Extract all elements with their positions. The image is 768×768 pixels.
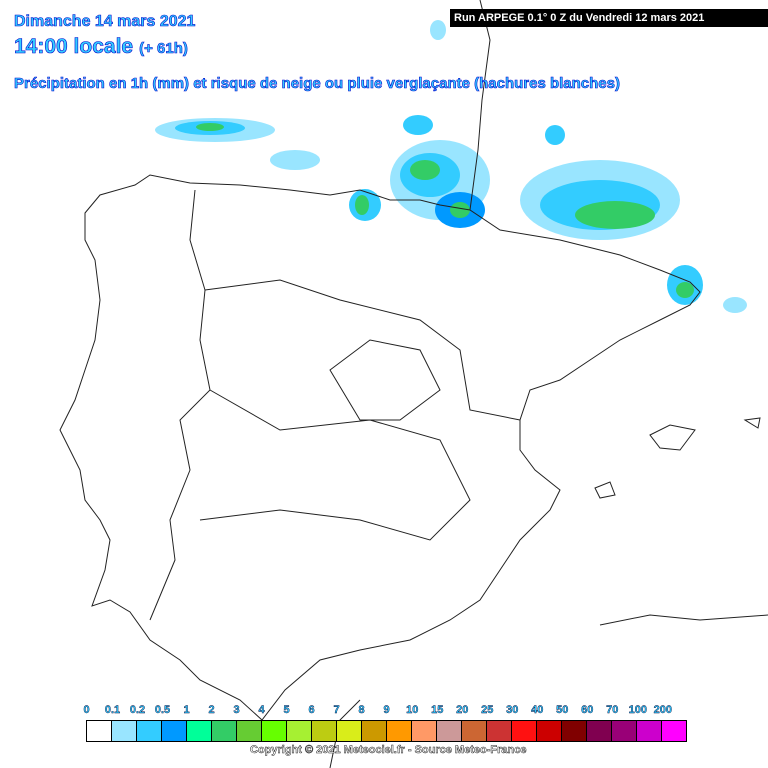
- legend-label: 7: [333, 704, 340, 716]
- legend-swatch: [362, 721, 387, 741]
- map-subtitle: Précipitation en 1h (mm) et risque de ne…: [14, 75, 621, 93]
- legend-label: 10: [406, 704, 419, 716]
- legend-label: 70: [606, 704, 619, 716]
- legend-label: 30: [506, 704, 519, 716]
- local-time: 14:00 locale: [14, 35, 134, 59]
- legend-label: 100: [628, 704, 648, 716]
- legend-label: 0: [83, 704, 90, 716]
- legend-label: 200: [653, 704, 673, 716]
- legend-label: 3: [233, 704, 240, 716]
- legend-label: 6: [308, 704, 315, 716]
- legend-label: 25: [481, 704, 494, 716]
- copyright: Copyright © 2021 Meteociel.fr - Source M…: [250, 744, 527, 757]
- legend-label: 2: [208, 704, 215, 716]
- legend-label: 8: [358, 704, 365, 716]
- legend-swatch: [187, 721, 212, 741]
- legend-swatch: [562, 721, 587, 741]
- legend-label: 1: [183, 704, 190, 716]
- legend-swatch: [87, 721, 112, 741]
- legend-swatch: [462, 721, 487, 741]
- legend-swatch: [337, 721, 362, 741]
- legend-swatch: [437, 721, 462, 741]
- model-run-label: Run ARPEGE 0.1° 0 Z du Vendredi 12 mars …: [450, 9, 768, 27]
- legend-swatch: [237, 721, 262, 741]
- legend-swatch: [512, 721, 537, 741]
- legend-swatch: [412, 721, 437, 741]
- legend-label: 9: [383, 704, 390, 716]
- legend-label: 60: [581, 704, 594, 716]
- legend-label: 0.1: [104, 704, 121, 716]
- legend-swatch: [487, 721, 512, 741]
- legend-labels: 0 0.1 0.2 0.5 1 2 3 4 5 6 7 8 9 10 15 20 25 30 40 50 60 70 100…: [0, 704, 768, 718]
- legend-swatch: [137, 721, 162, 741]
- legend-swatch: [587, 721, 612, 741]
- lead-time: (+ 61h): [139, 40, 188, 58]
- legend-label: 15: [431, 704, 444, 716]
- legend-color-bar: [86, 720, 687, 742]
- legend-swatch: [612, 721, 637, 741]
- coastlines-and-borders: [59, 0, 768, 768]
- legend-swatch: [287, 721, 312, 741]
- forecast-time: 14:00 locale (+ 61h): [14, 35, 188, 59]
- legend-swatch: [637, 721, 662, 741]
- legend-swatch: [387, 721, 412, 741]
- legend-swatch: [112, 721, 137, 741]
- legend-label: 40: [531, 704, 544, 716]
- forecast-date: Dimanche 14 mars 2021: [14, 13, 196, 31]
- legend-swatch: [537, 721, 562, 741]
- legend-swatch: [312, 721, 337, 741]
- precipitation-areas: [155, 20, 747, 313]
- legend-label: 0.2: [129, 704, 146, 716]
- legend-label: 5: [283, 704, 290, 716]
- legend-label: 0.5: [154, 704, 171, 716]
- legend-label: 20: [456, 704, 469, 716]
- legend-swatch: [162, 721, 187, 741]
- legend-swatch: [212, 721, 237, 741]
- legend-label: 50: [556, 704, 569, 716]
- legend-label: 4: [258, 704, 265, 716]
- legend-swatch: [262, 721, 287, 741]
- legend-swatch: [662, 721, 686, 741]
